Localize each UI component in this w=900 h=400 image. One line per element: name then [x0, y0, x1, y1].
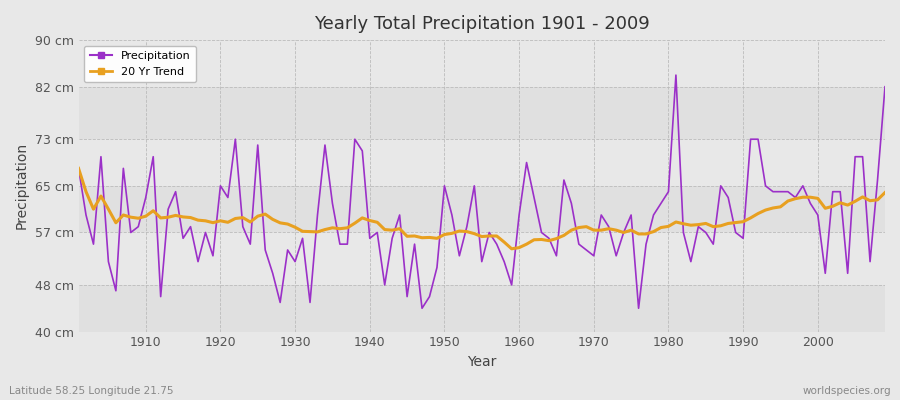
- Text: Latitude 58.25 Longitude 21.75: Latitude 58.25 Longitude 21.75: [9, 386, 174, 396]
- Bar: [78, 87, 885, 139]
- Y-axis label: Precipitation: Precipitation: [15, 142, 29, 230]
- Title: Yearly Total Precipitation 1901 - 2009: Yearly Total Precipitation 1901 - 2009: [314, 15, 650, 33]
- Bar: [78, 139, 885, 186]
- Legend: Precipitation, 20 Yr Trend: Precipitation, 20 Yr Trend: [84, 46, 196, 82]
- X-axis label: Year: Year: [467, 355, 497, 369]
- Bar: [78, 285, 885, 332]
- Bar: [78, 232, 885, 285]
- Text: worldspecies.org: worldspecies.org: [803, 386, 891, 396]
- Bar: [78, 40, 885, 87]
- Bar: [78, 186, 885, 232]
